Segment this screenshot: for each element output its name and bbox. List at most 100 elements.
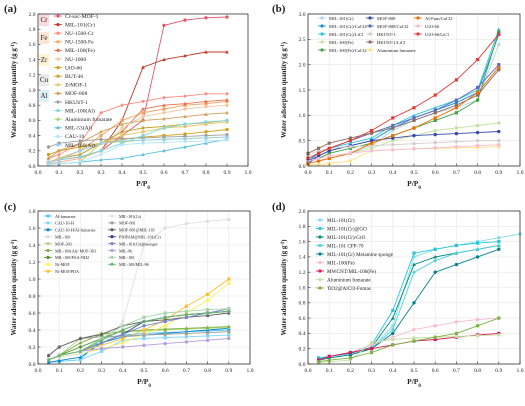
x-tick-label: 0.8 [474, 170, 481, 176]
data-point [225, 91, 229, 96]
data-point [497, 143, 501, 147]
data-point [327, 151, 331, 155]
data-point [412, 339, 416, 343]
legend-swatch-marker [56, 100, 60, 104]
chart-panel-1: (a) Cr Fe Zr Cu Al 0.0 0.1 0.2 0.3 0.4 0.5 0.6 0.7 0.8… [4, 3, 252, 191]
legend-swatch-marker [56, 117, 60, 121]
data-point [78, 141, 82, 145]
data-point [120, 129, 124, 134]
legend-swatch-marker [110, 214, 114, 218]
legend-label: UiO-66 [65, 65, 82, 71]
data-point [369, 138, 374, 143]
legend-swatch-marker [46, 262, 50, 266]
data-point [141, 107, 145, 111]
legend-group-label: Cu [40, 76, 49, 84]
legend-label: Ni-MOF [55, 262, 70, 267]
y-tick-label: 1.4 [29, 243, 36, 249]
data-point [227, 277, 231, 281]
legend-swatch-marker [318, 252, 322, 256]
data-point [183, 18, 187, 22]
data-point [162, 107, 166, 111]
data-point [370, 131, 374, 135]
data-point [162, 148, 166, 153]
legend-label: NU-1000 [65, 57, 86, 63]
series-line [318, 317, 499, 363]
legend-swatch-marker [56, 66, 60, 70]
data-point [205, 298, 210, 302]
data-point [142, 324, 146, 328]
data-point [497, 27, 501, 31]
data-point [497, 333, 501, 337]
legend-swatch-marker [46, 228, 50, 232]
x-tick-label: 0.2 [77, 170, 84, 176]
legend-swatch-marker [56, 109, 60, 113]
data-point [141, 118, 145, 122]
data-point [162, 137, 166, 142]
data-point [99, 110, 103, 115]
data-point [78, 160, 82, 165]
data-point [141, 138, 145, 142]
data-point [163, 327, 167, 331]
data-point [433, 335, 437, 339]
legend-swatch-marker [416, 16, 420, 20]
y-tick-label: 0.4 [299, 331, 306, 337]
legend-label: MIL-100(Al) [65, 107, 95, 114]
x-tick-label: 0.9 [495, 368, 502, 374]
data-point [183, 124, 187, 129]
legend-swatch-marker [318, 260, 322, 265]
data-point [46, 152, 51, 157]
legend-label: Ni-MOF/PDA [55, 269, 79, 274]
panel-label: (b) [272, 3, 286, 15]
data-point [327, 358, 331, 362]
data-point [184, 335, 188, 339]
data-point [204, 120, 208, 124]
data-point [204, 91, 208, 96]
x-tick-label: 0.5 [411, 368, 418, 374]
data-point [78, 145, 82, 149]
legend-label: NU-1500-Fe [65, 40, 94, 46]
data-point [121, 341, 125, 345]
x-tick-label: 0.0 [305, 170, 312, 176]
legend-swatch-marker [320, 48, 324, 52]
data-point [348, 151, 353, 156]
x-axis-title: P/P0 [407, 377, 421, 389]
data-point [183, 94, 187, 99]
legend-swatch-marker [110, 228, 114, 232]
legend-swatch-marker [416, 32, 420, 36]
x-tick-label: 0.8 [203, 170, 210, 176]
x-tick-label: 0.2 [347, 170, 354, 176]
data-point [391, 134, 395, 138]
legend-label: Aluminium fumarate [327, 276, 371, 283]
data-point [412, 327, 416, 332]
data-point [120, 118, 124, 122]
data-point [412, 301, 416, 305]
data-point [204, 138, 208, 143]
data-point [205, 219, 210, 223]
panel-label: (c) [4, 201, 17, 213]
data-point [497, 129, 501, 134]
data-point [316, 162, 321, 167]
data-point [412, 126, 416, 130]
data-point [412, 116, 416, 120]
data-point [225, 50, 229, 54]
legend-swatch-marker [56, 48, 60, 53]
x-tick-label: 0.7 [453, 170, 460, 176]
x-tick-label: 0.0 [35, 170, 42, 176]
data-point [475, 317, 480, 322]
y-tick-label: 0.8 [29, 294, 36, 300]
data-point [163, 226, 167, 230]
legend-label: MIL-100(Fe) [329, 40, 354, 45]
y-tick-label: 3.0 [299, 12, 306, 18]
data-point [412, 336, 416, 340]
data-point [121, 345, 125, 349]
data-point [99, 157, 103, 162]
data-point [454, 139, 459, 144]
data-point [317, 146, 321, 150]
y-tick-label: 0.0 [29, 164, 36, 170]
legend-label: UiO-66/LiCl [425, 32, 449, 37]
data-point [99, 332, 104, 336]
data-point [454, 103, 458, 107]
data-point [433, 118, 437, 122]
data-point [391, 136, 395, 140]
